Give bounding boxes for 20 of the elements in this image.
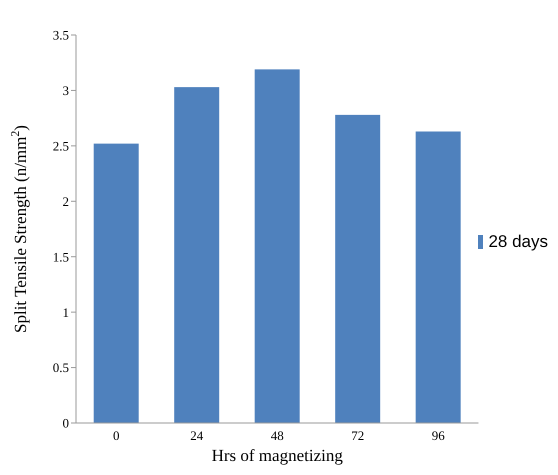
y-tick-label: 2.5 bbox=[52, 138, 69, 154]
y-tick-label: 1.5 bbox=[52, 249, 69, 264]
bar bbox=[254, 69, 300, 423]
y-tick-label: 1 bbox=[62, 304, 69, 320]
x-tick-label: 0 bbox=[112, 428, 120, 444]
x-tick-label: 24 bbox=[190, 428, 204, 444]
y-tick-label: 0.5 bbox=[52, 360, 69, 376]
bar bbox=[335, 114, 380, 423]
x-axis-title: Hrs of magnetizing bbox=[212, 446, 344, 465]
y-tick-label: 3 bbox=[62, 83, 69, 98]
bar bbox=[174, 87, 220, 423]
x-tick-label: 72 bbox=[351, 428, 364, 444]
bar bbox=[416, 131, 461, 423]
y-tick-label: 2 bbox=[62, 194, 69, 209]
y-tick-label: 0 bbox=[62, 416, 69, 431]
legend-label: 28 days bbox=[488, 232, 548, 252]
x-tick-label: 48 bbox=[270, 428, 284, 444]
bar bbox=[94, 144, 139, 423]
y-tick-label: 3.5 bbox=[52, 28, 69, 43]
x-tick-label: 96 bbox=[432, 428, 446, 444]
